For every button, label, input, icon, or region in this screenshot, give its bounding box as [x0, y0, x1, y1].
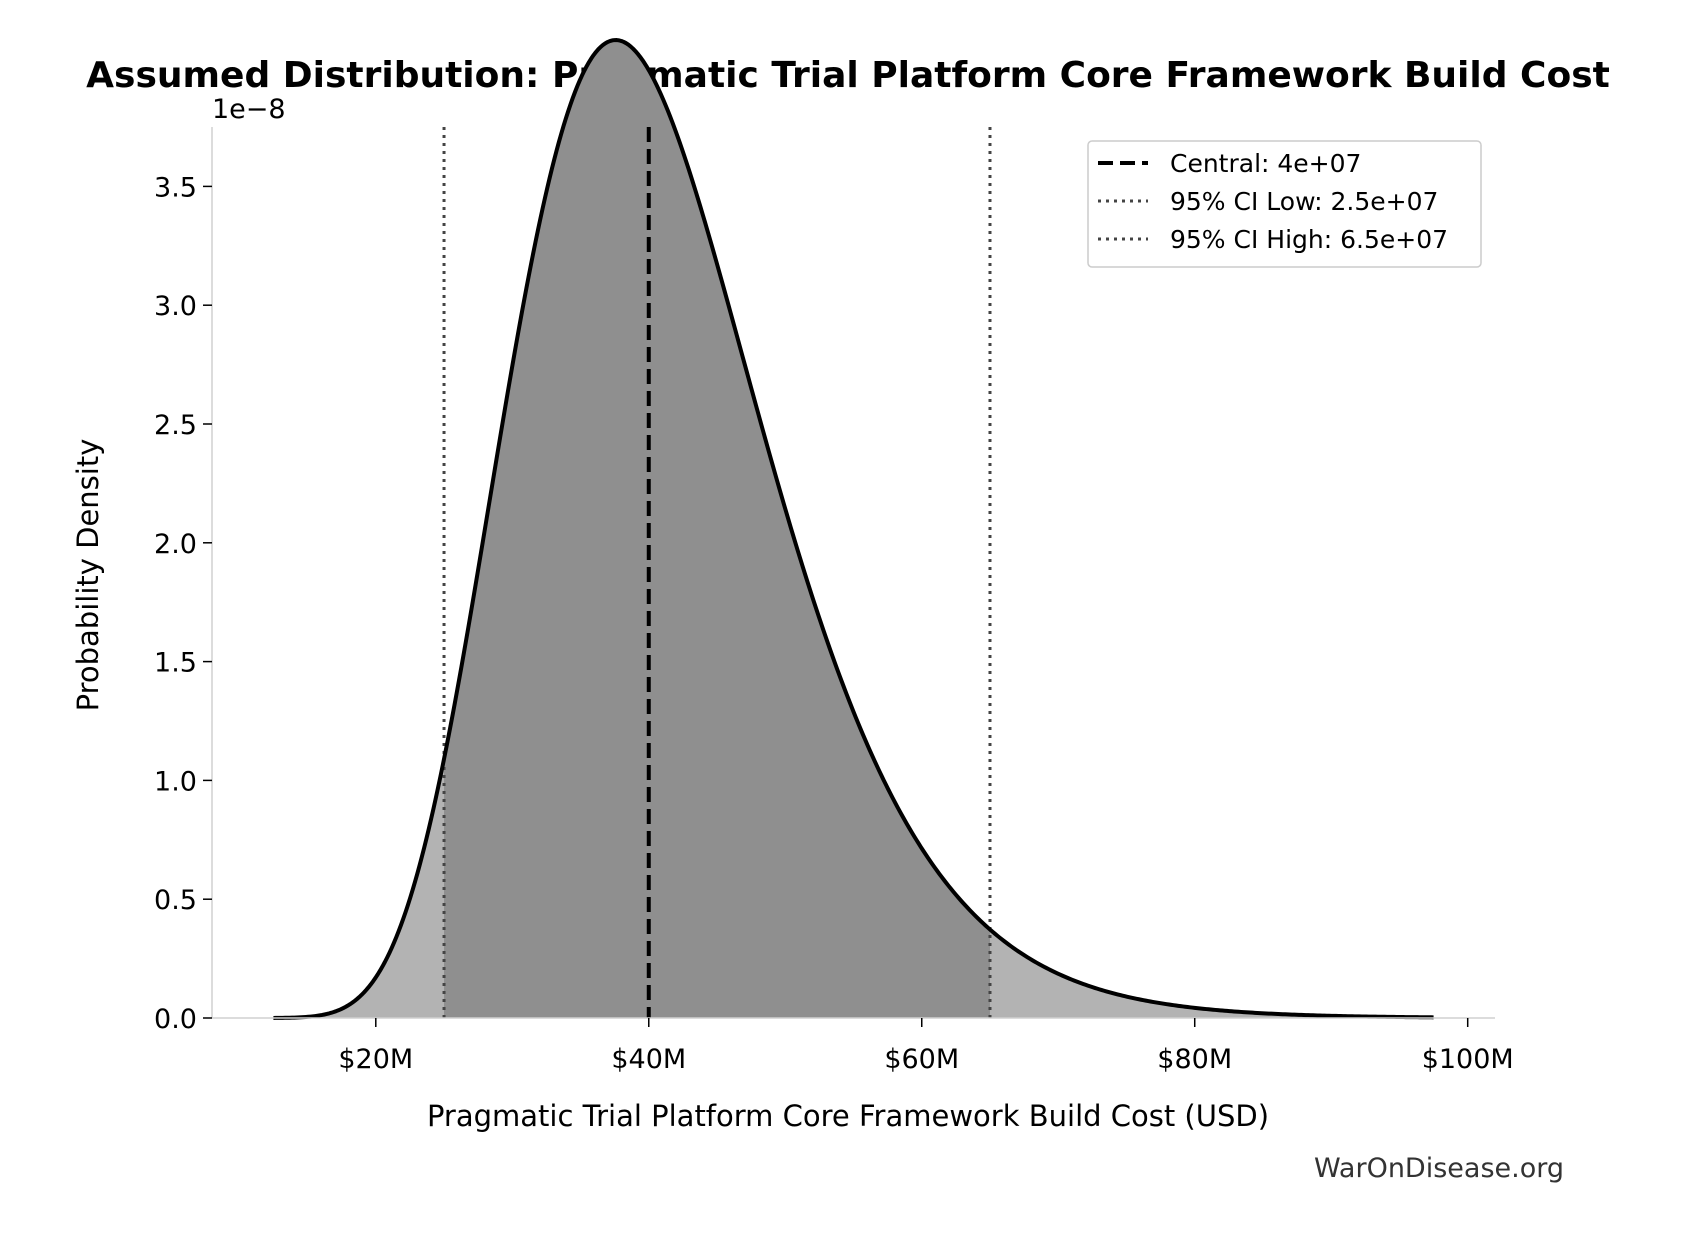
legend-frame	[1087, 140, 1482, 268]
y-axis-label: Probability Density	[71, 439, 105, 712]
y-tick-label-1: 0.5	[154, 885, 197, 916]
y-tick-label-4: 2.0	[154, 529, 197, 560]
legend-label-0: Central: 4e+07	[1170, 149, 1361, 178]
y-ticks: 0.0 0.5 1.0 1.5 2.0 2.5 3.0 3.5	[154, 172, 212, 1035]
y-tick-label-5: 2.5	[154, 410, 197, 441]
x-tick-label-4: $100M	[1422, 1044, 1514, 1075]
plot-area	[273, 38, 1434, 1020]
legend-label-1: 95% CI Low: 2.5e+07	[1170, 187, 1438, 216]
watermark: WarOnDisease.org	[1314, 1153, 1564, 1184]
density-fill-ci	[444, 40, 990, 1018]
x-tick-label-0: $20M	[338, 1044, 413, 1075]
y-tick-label-6: 3.0	[154, 291, 197, 322]
x-ticks: $20M $40M $60M $80M $100M	[338, 1018, 1514, 1075]
y-tick-label-0: 0.0	[154, 1004, 197, 1035]
reference-lines	[442, 127, 992, 1018]
legend: Central: 4e+07 95% CI Low: 2.5e+07 95% CI …	[1087, 140, 1482, 268]
x-tick-label-3: $80M	[1157, 1044, 1232, 1075]
y-tick-label-3: 1.5	[154, 648, 197, 679]
chart-title: Assumed Distribution: Pragmatic Trial Pl…	[86, 55, 1610, 96]
x-tick-label-1: $40M	[611, 1044, 686, 1075]
y-tick-label-2: 1.0	[154, 766, 197, 797]
legend-label-2: 95% CI High: 6.5e+07	[1170, 225, 1448, 254]
x-axis-label: Pragmatic Trial Platform Core Framework …	[427, 1099, 1269, 1133]
y-offset-label: 1e−8	[212, 94, 286, 125]
y-tick-label-7: 3.5	[154, 172, 197, 203]
density-curve	[273, 38, 1434, 1020]
x-tick-label-2: $60M	[884, 1044, 959, 1075]
